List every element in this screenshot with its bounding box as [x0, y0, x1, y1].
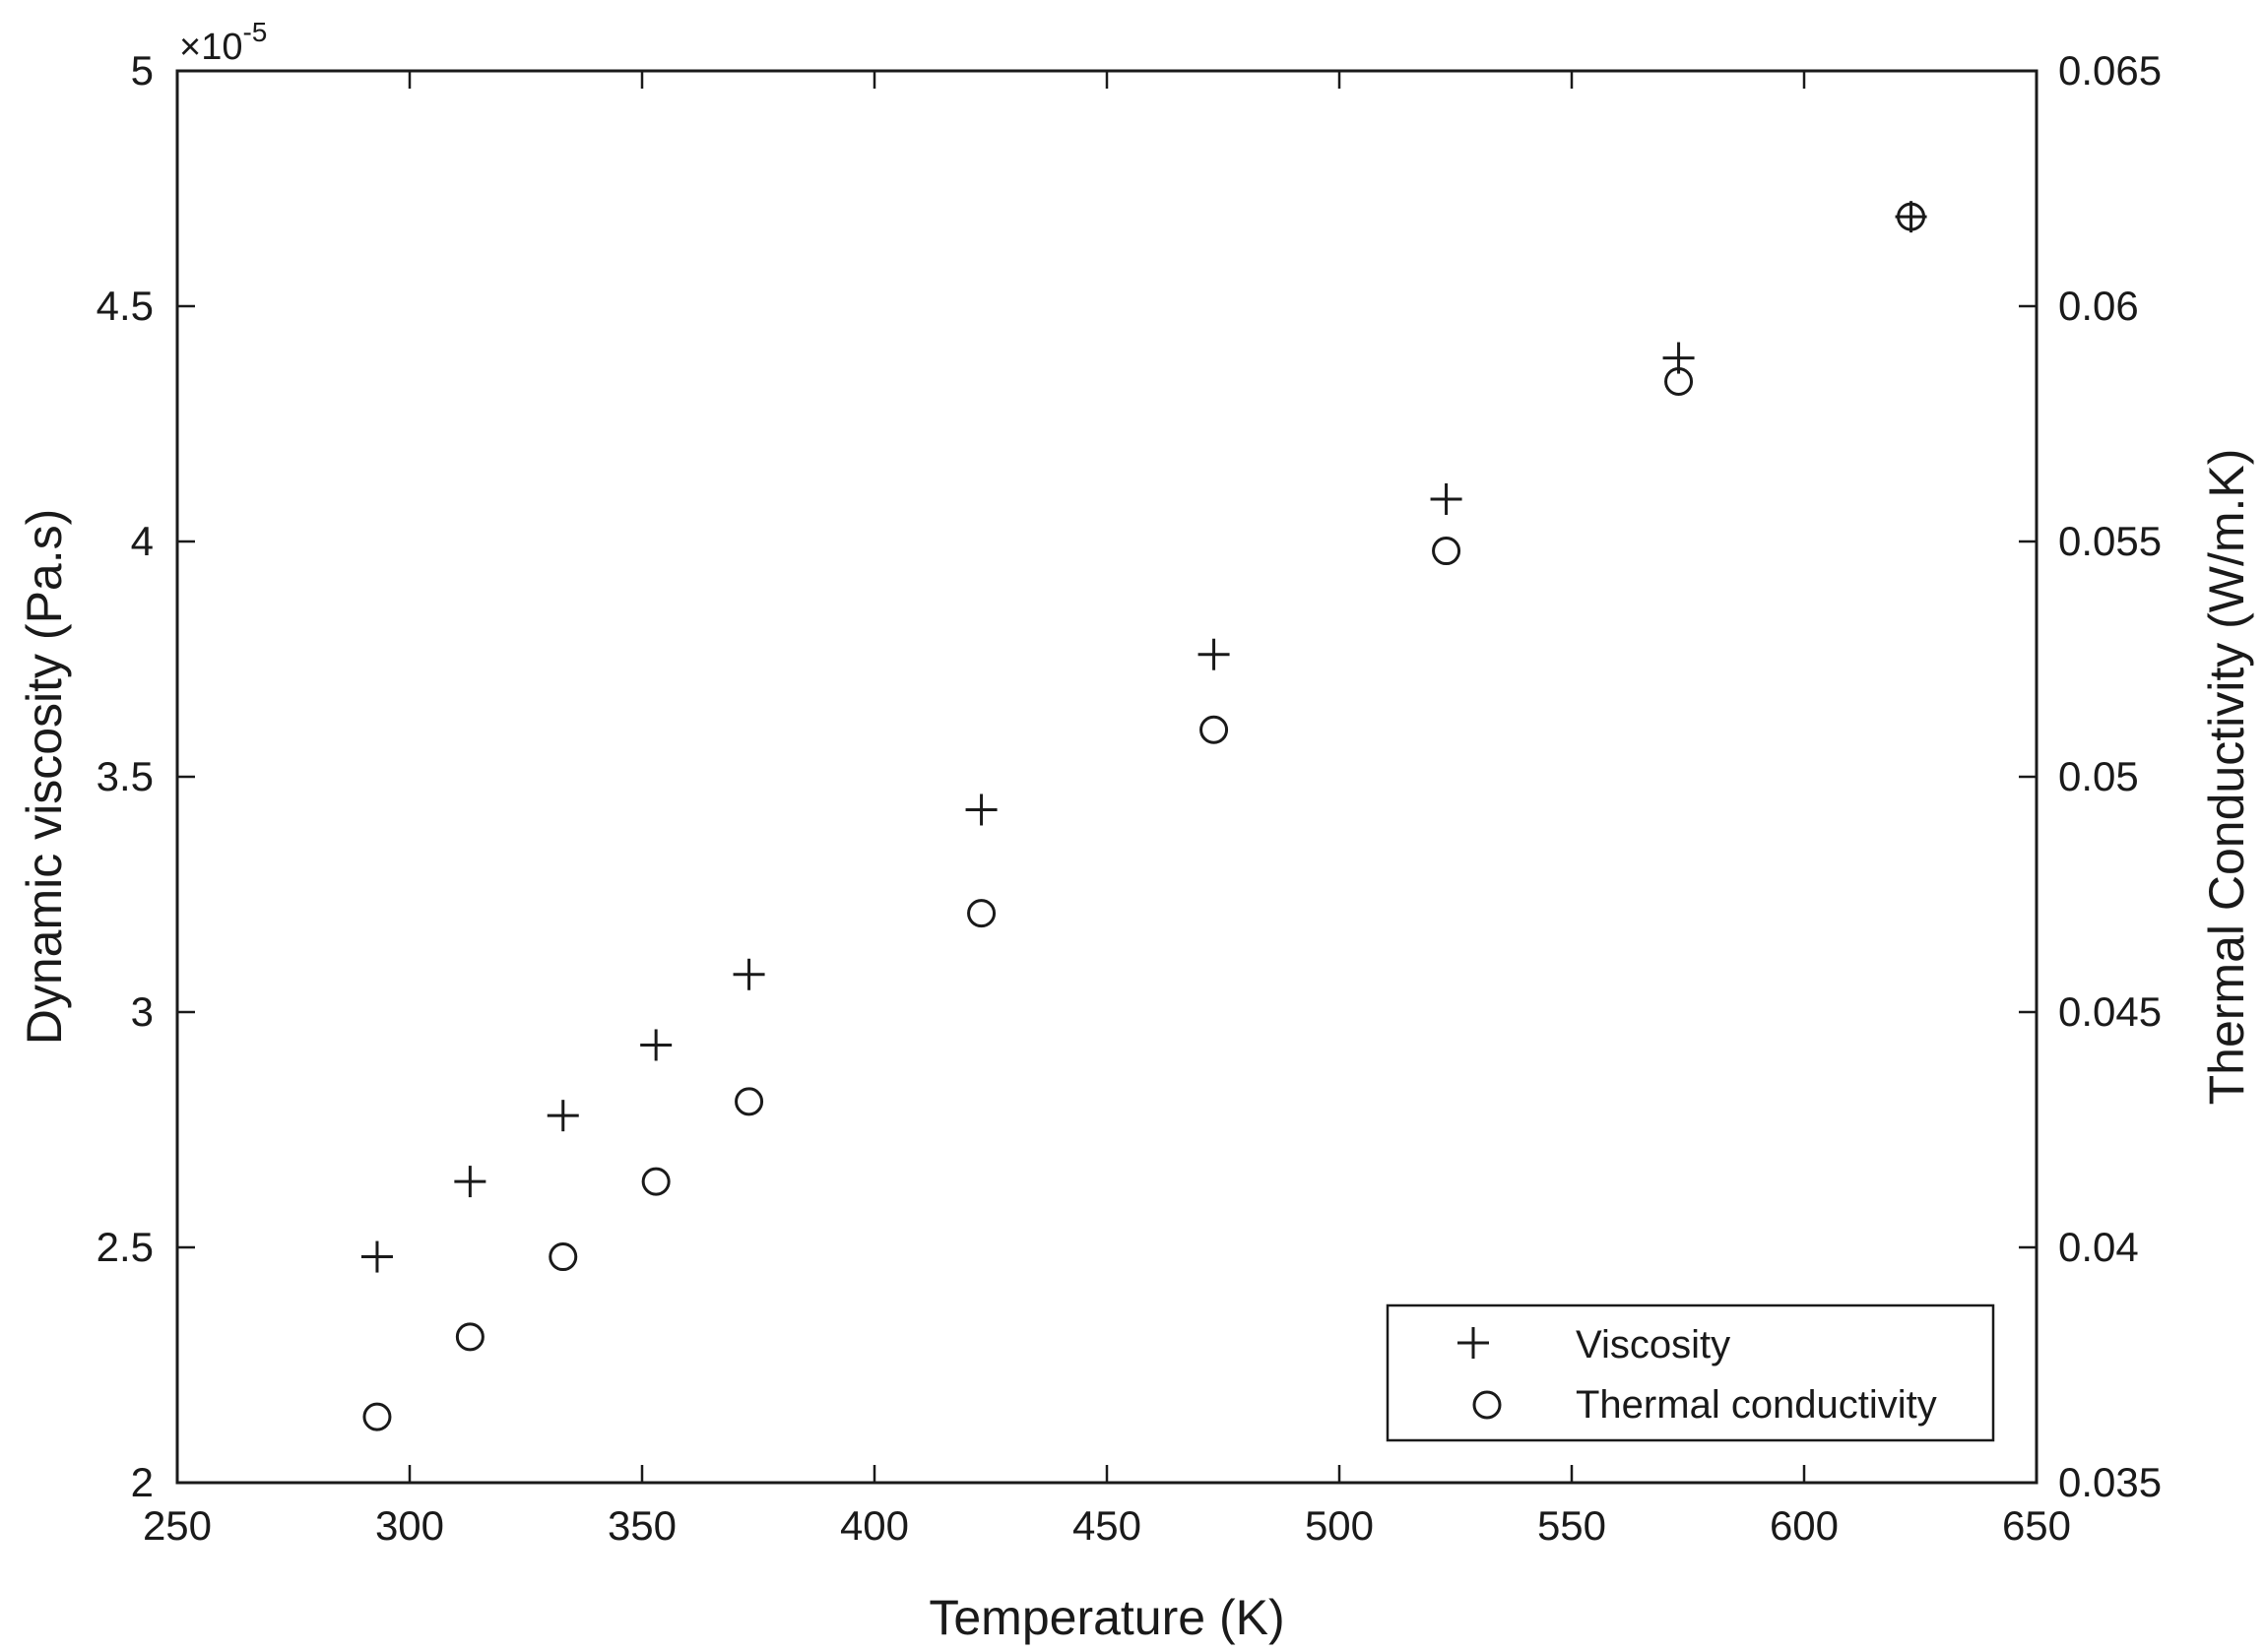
y2-tick-label: 0.055 [2058, 518, 2162, 564]
thermal-conductivity-point [735, 1087, 764, 1116]
legend: Viscosity Thermal conductivity [1386, 1303, 1995, 1442]
x-tick-label: 500 [1305, 1502, 1374, 1549]
y-tick-label: 3 [131, 988, 154, 1035]
legend-label-viscosity: Viscosity [1576, 1323, 1730, 1366]
viscosity-point [1197, 638, 1230, 670]
y2-tick-label: 0.06 [2058, 283, 2139, 329]
viscosity-point [1430, 482, 1462, 515]
x-tick-label: 350 [608, 1502, 677, 1549]
legend-label-thermal-conductivity: Thermal conductivity [1576, 1383, 1937, 1427]
thermal-conductivity-point [549, 1242, 578, 1272]
thermal-conductivity-point [967, 899, 997, 928]
plot-area [175, 69, 2038, 1485]
y-axis-title: Dynamic viscosity (Pa.s) [17, 509, 72, 1046]
y-tick-label: 4.5 [97, 283, 154, 329]
y2-tick-label: 0.05 [2058, 753, 2139, 799]
x-tick-label: 450 [1072, 1502, 1141, 1549]
legend-marker-thermal-conductivity [1472, 1390, 1502, 1420]
legend-marker-viscosity [1457, 1327, 1489, 1359]
viscosity-point [733, 958, 765, 990]
y-tick-label: 2.5 [97, 1224, 154, 1270]
x-tick-label: 600 [1770, 1502, 1839, 1549]
y2-axis-title: Thermal Conductivity (W/m.K) [2199, 449, 2254, 1106]
y-tick-label: 5 [131, 47, 154, 94]
thermal-conductivity-point [455, 1322, 485, 1352]
y2-tick-label: 0.045 [2058, 988, 2162, 1035]
y-tick-label: 4 [131, 518, 154, 564]
x-tick-label: 300 [375, 1502, 444, 1549]
y-tick-label: 2 [131, 1459, 154, 1505]
thermal-conductivity-point [1664, 366, 1694, 396]
viscosity-point [360, 1240, 393, 1273]
x-axis-title: Temperature (K) [929, 1590, 1284, 1645]
x-tick-label: 650 [2002, 1502, 2071, 1549]
x-tick-label: 550 [1537, 1502, 1606, 1549]
x-tick-label: 400 [840, 1502, 909, 1549]
thermal-conductivity-point [1199, 715, 1229, 744]
y2-tick-label: 0.035 [2058, 1459, 2162, 1505]
y-ticks: 2 2.5 3 3.5 4 4.5 5 [97, 47, 195, 1505]
x-ticks: 250 300 350 400 450 500 550 600 650 [143, 71, 2071, 1549]
viscosity-point [965, 794, 998, 826]
y-tick-label: 3.5 [97, 753, 154, 799]
thermal-conductivity-point [1897, 202, 1926, 231]
y2-ticks: 0.035 0.04 0.045 0.05 0.055 0.06 0.065 [2019, 47, 2162, 1505]
viscosity-point [454, 1166, 486, 1198]
viscosity-point [1895, 201, 1927, 233]
viscosity-point [640, 1029, 673, 1061]
series-layer [360, 201, 1927, 1431]
viscosity-point [547, 1100, 579, 1132]
y-exponent: ×10-5 [179, 17, 267, 68]
y2-tick-label: 0.04 [2058, 1224, 2139, 1270]
thermal-conductivity-point [1432, 537, 1461, 566]
thermal-conductivity-point [641, 1167, 671, 1196]
x-tick-label: 250 [143, 1502, 212, 1549]
thermal-conductivity-point [362, 1402, 392, 1431]
y2-tick-label: 0.065 [2058, 47, 2162, 94]
